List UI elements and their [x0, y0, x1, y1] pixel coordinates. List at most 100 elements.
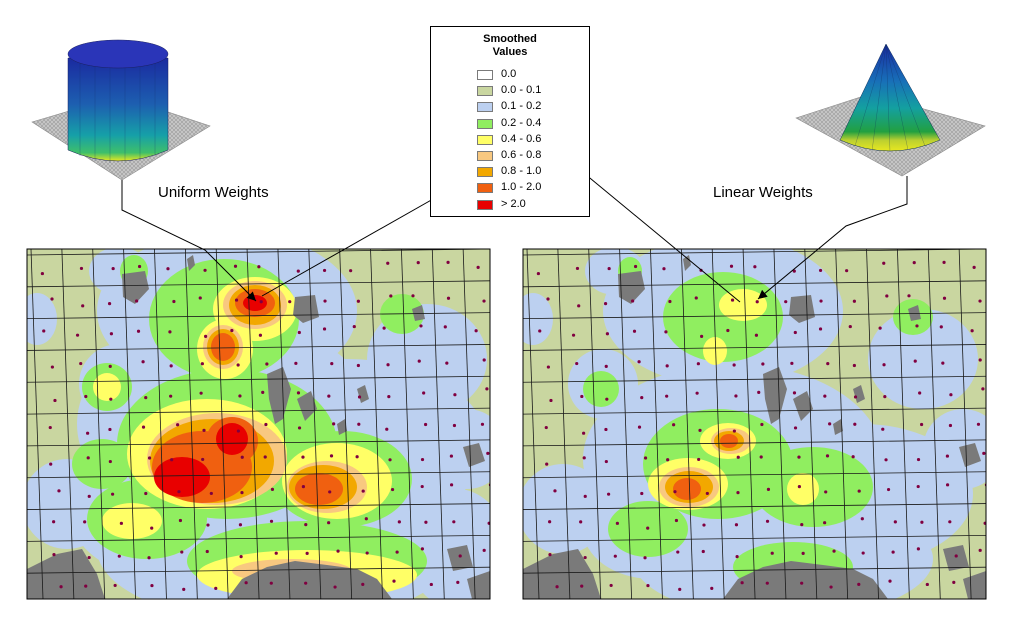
sample-point: [395, 550, 399, 554]
sample-point: [666, 458, 670, 462]
sample-point: [978, 548, 982, 552]
sample-point: [327, 521, 331, 525]
sample-point: [206, 523, 210, 527]
legend-swatch: [477, 102, 493, 113]
sample-point: [983, 521, 986, 525]
sample-point: [257, 265, 261, 269]
sample-point: [555, 585, 559, 589]
sample-point: [710, 586, 714, 591]
sample-point: [790, 361, 794, 365]
sample-point: [853, 422, 857, 426]
sample-point: [970, 329, 974, 333]
sample-point: [111, 492, 115, 496]
sample-point: [829, 585, 833, 589]
sample-point: [637, 360, 641, 364]
sample-point: [882, 363, 886, 367]
sample-point: [238, 523, 243, 527]
sample-point: [204, 334, 208, 338]
sample-point: [978, 299, 982, 303]
sample-point: [583, 494, 587, 498]
sample-point: [258, 333, 263, 337]
sample-point: [861, 551, 865, 555]
uniform-kernel-cylinder: [67, 57, 169, 162]
sample-point: [848, 324, 852, 329]
sample-point: [230, 328, 234, 333]
legend-swatch: [477, 118, 493, 129]
uniform-kernel-top: [67, 39, 169, 69]
sample-point: [487, 521, 490, 525]
sample-point: [240, 455, 244, 459]
sample-point: [244, 581, 248, 585]
sample-point: [446, 260, 450, 264]
sample-point: [86, 431, 90, 435]
sample-point: [939, 325, 943, 329]
sample-point: [150, 526, 154, 530]
sample-point: [203, 268, 207, 272]
legend-swatch: [477, 70, 493, 80]
sample-point: [52, 553, 56, 557]
legend-label: 0.4 - 0.6: [501, 132, 542, 145]
sample-point: [949, 393, 953, 397]
sample-point: [234, 298, 239, 302]
sample-point: [259, 300, 263, 304]
sample-point: [571, 333, 576, 337]
sample-point: [577, 304, 581, 308]
sample-point: [75, 333, 80, 337]
sample-point: [109, 397, 113, 401]
sample-point: [355, 455, 359, 459]
sample-point: [198, 296, 202, 300]
sample-points: [40, 260, 490, 591]
sample-point: [294, 361, 298, 365]
sample-point: [416, 261, 420, 265]
sample-point: [730, 298, 735, 302]
sample-point: [111, 266, 115, 271]
sample-point: [420, 484, 424, 489]
sample-point: [169, 394, 173, 398]
sample-point: [182, 587, 186, 591]
sample-point: [422, 391, 426, 395]
sample-point: [144, 491, 148, 496]
sample-point: [548, 520, 552, 524]
sample-point: [701, 549, 705, 554]
sample-point: [605, 332, 610, 336]
sample-point: [613, 554, 617, 558]
sample-point: [883, 394, 887, 399]
sample-point: [83, 520, 87, 524]
sample-point: [304, 523, 308, 527]
sample-point: [296, 269, 300, 273]
sample-point: [580, 394, 584, 399]
legend-label: 0.6 - 0.8: [501, 149, 542, 161]
sample-point: [948, 520, 952, 524]
sample-point: [108, 459, 112, 464]
sample-point: [857, 489, 861, 493]
sample-point: [604, 459, 608, 464]
sample-point: [480, 422, 485, 426]
sample-point: [607, 266, 611, 271]
arrow-uniform-kernel-to-map: [121, 180, 257, 302]
sample-point: [761, 362, 765, 366]
sample-point: [825, 454, 830, 458]
sample-point: [200, 362, 204, 366]
sample-point: [150, 583, 154, 588]
sample-point: [853, 395, 858, 399]
sample-point: [168, 330, 172, 334]
sample-point: [141, 425, 146, 429]
sample-point: [176, 423, 180, 427]
sample-point: [329, 454, 334, 458]
sample-point: [386, 363, 390, 367]
sample-point: [664, 330, 668, 334]
sample-point: [209, 491, 213, 496]
sample-point: [673, 490, 677, 494]
sample-point: [50, 365, 54, 369]
sample-point: [818, 268, 823, 273]
sample-point: [800, 581, 804, 585]
sample-point: [356, 299, 360, 303]
sample-point: [912, 261, 916, 265]
sample-point: [177, 490, 181, 494]
sample-point: [891, 550, 895, 554]
sample-point: [632, 329, 637, 333]
legend-label: 0.2 - 0.4: [501, 116, 542, 129]
sample-point: [633, 264, 638, 269]
sample-point: [698, 428, 702, 432]
